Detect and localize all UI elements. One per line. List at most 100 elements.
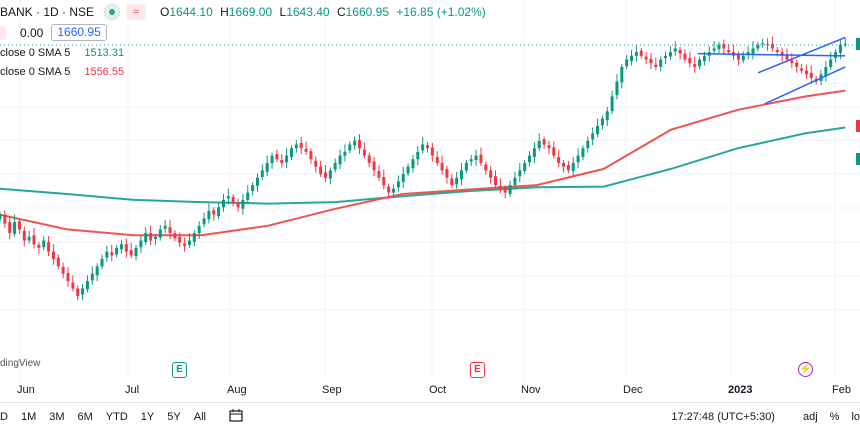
candle-body [542, 139, 546, 145]
axis-price-marker [856, 153, 860, 165]
ohlc-change-value: +16.85 (+1.02%) [396, 5, 486, 19]
ohlc-high-value: 1669.00 [228, 5, 273, 19]
price-box[interactable]: 1660.95 [51, 24, 107, 41]
ohlc-close-value: 1660.95 [345, 5, 389, 19]
candle-body [571, 162, 575, 172]
candle-body [319, 166, 323, 175]
candle-body [51, 251, 55, 259]
symbol-title[interactable]: BANK · 1D · NSE [0, 5, 95, 19]
tradingview-watermark: dingView [0, 358, 41, 369]
candle-body [751, 48, 755, 54]
price-row: 0.00 1660.95 [0, 24, 107, 41]
axis-price-marker [856, 38, 860, 50]
adj-toggle[interactable]: adj [802, 411, 818, 423]
candle-body [566, 165, 570, 171]
candle-body [231, 196, 235, 204]
range-button[interactable]: YTD [105, 411, 128, 423]
candle-body [110, 252, 114, 256]
ohlc-open-key: O [160, 5, 170, 19]
candle-body [168, 227, 172, 234]
log-toggle[interactable]: lo [851, 411, 860, 423]
candle-body [494, 176, 498, 186]
candle-body [197, 225, 201, 234]
range-button[interactable]: 5Y [167, 411, 181, 423]
candle-body [22, 230, 26, 241]
candle-body [688, 58, 692, 64]
candle-body [795, 62, 799, 67]
candle-body [693, 63, 697, 67]
earnings-event-icon[interactable]: E [172, 362, 187, 378]
candle-body [353, 140, 357, 146]
candle-body [615, 81, 619, 95]
candle-body [134, 247, 138, 257]
candle-body [620, 66, 624, 83]
candle-body [698, 59, 702, 67]
candle-body [85, 281, 89, 290]
legend-sma-red[interactable]: close 0 SMA 5 1556.55 [0, 66, 124, 78]
legend-label: close 0 SMA 5 [0, 66, 71, 78]
calendar-range-icon[interactable] [229, 409, 243, 425]
candle-body [246, 192, 250, 200]
candle-body [712, 48, 716, 51]
candle-body [469, 159, 473, 162]
candle-body [348, 144, 352, 151]
candle-body [396, 181, 400, 188]
candle-body [251, 185, 255, 192]
trendline [757, 36, 846, 74]
sma-green-line [0, 126, 846, 205]
range-button[interactable]: 6M [77, 411, 93, 423]
range-button[interactable]: All [193, 411, 206, 423]
candle-body [552, 147, 556, 156]
range-button[interactable]: 3M [49, 411, 65, 423]
candle-body [838, 44, 842, 53]
candle-body [600, 118, 604, 126]
time-readout[interactable]: 17:27:48 (UTC+5:30) [671, 411, 775, 423]
candle-body [717, 44, 721, 50]
candle-body [192, 233, 196, 242]
range-button[interactable]: 1M [20, 411, 37, 423]
candle-body [280, 160, 284, 163]
candle-body [770, 44, 774, 49]
legend-label: close 0 SMA 5 [0, 47, 71, 59]
candle-body [187, 240, 191, 245]
candle-body [746, 52, 750, 56]
x-axis-label: 2023 [728, 384, 753, 396]
candle-body [450, 178, 454, 186]
candle-body [761, 43, 765, 45]
candle-body [435, 157, 439, 163]
candle-body [66, 273, 70, 282]
candle-body [800, 68, 804, 71]
candle-body [455, 177, 459, 185]
candle-body [547, 145, 551, 149]
candle-body [523, 162, 527, 172]
candle-body [484, 164, 488, 171]
candle-body [81, 288, 85, 295]
legend-value: 1556.55 [84, 66, 125, 78]
candle-body [673, 48, 677, 52]
market-status-icon[interactable] [104, 4, 121, 20]
compare-icon[interactable]: ≈ [126, 4, 147, 20]
earnings-event-icon[interactable]: E [470, 362, 485, 378]
axis-price-marker [856, 120, 860, 132]
chart-header: BANK · 1D · NSE ≈ O1644.10 H1669.00 L164… [0, 2, 490, 22]
candle-body [416, 151, 420, 160]
candle-body [37, 244, 41, 248]
candle-body [464, 162, 468, 171]
candle-body [105, 251, 109, 258]
candle-body [387, 186, 391, 193]
sma-red-line [0, 89, 846, 237]
range-button[interactable]: D [0, 411, 8, 423]
legend-sma-green[interactable]: close 0 SMA 5 1513.31 [0, 47, 124, 59]
candle-body [13, 222, 17, 234]
series-flag [0, 25, 6, 40]
ohlc-close-key: C [336, 5, 346, 19]
candle-body [100, 258, 104, 267]
candle-body [581, 148, 585, 158]
candle-body [722, 44, 726, 49]
range-button[interactable]: 1Y [140, 411, 155, 423]
candle-body [289, 148, 293, 158]
bolt-event-icon[interactable]: ⚡ [798, 362, 813, 377]
price-chart[interactable] [0, 0, 860, 400]
percent-toggle[interactable]: % [829, 411, 840, 423]
candle-body [664, 55, 668, 59]
